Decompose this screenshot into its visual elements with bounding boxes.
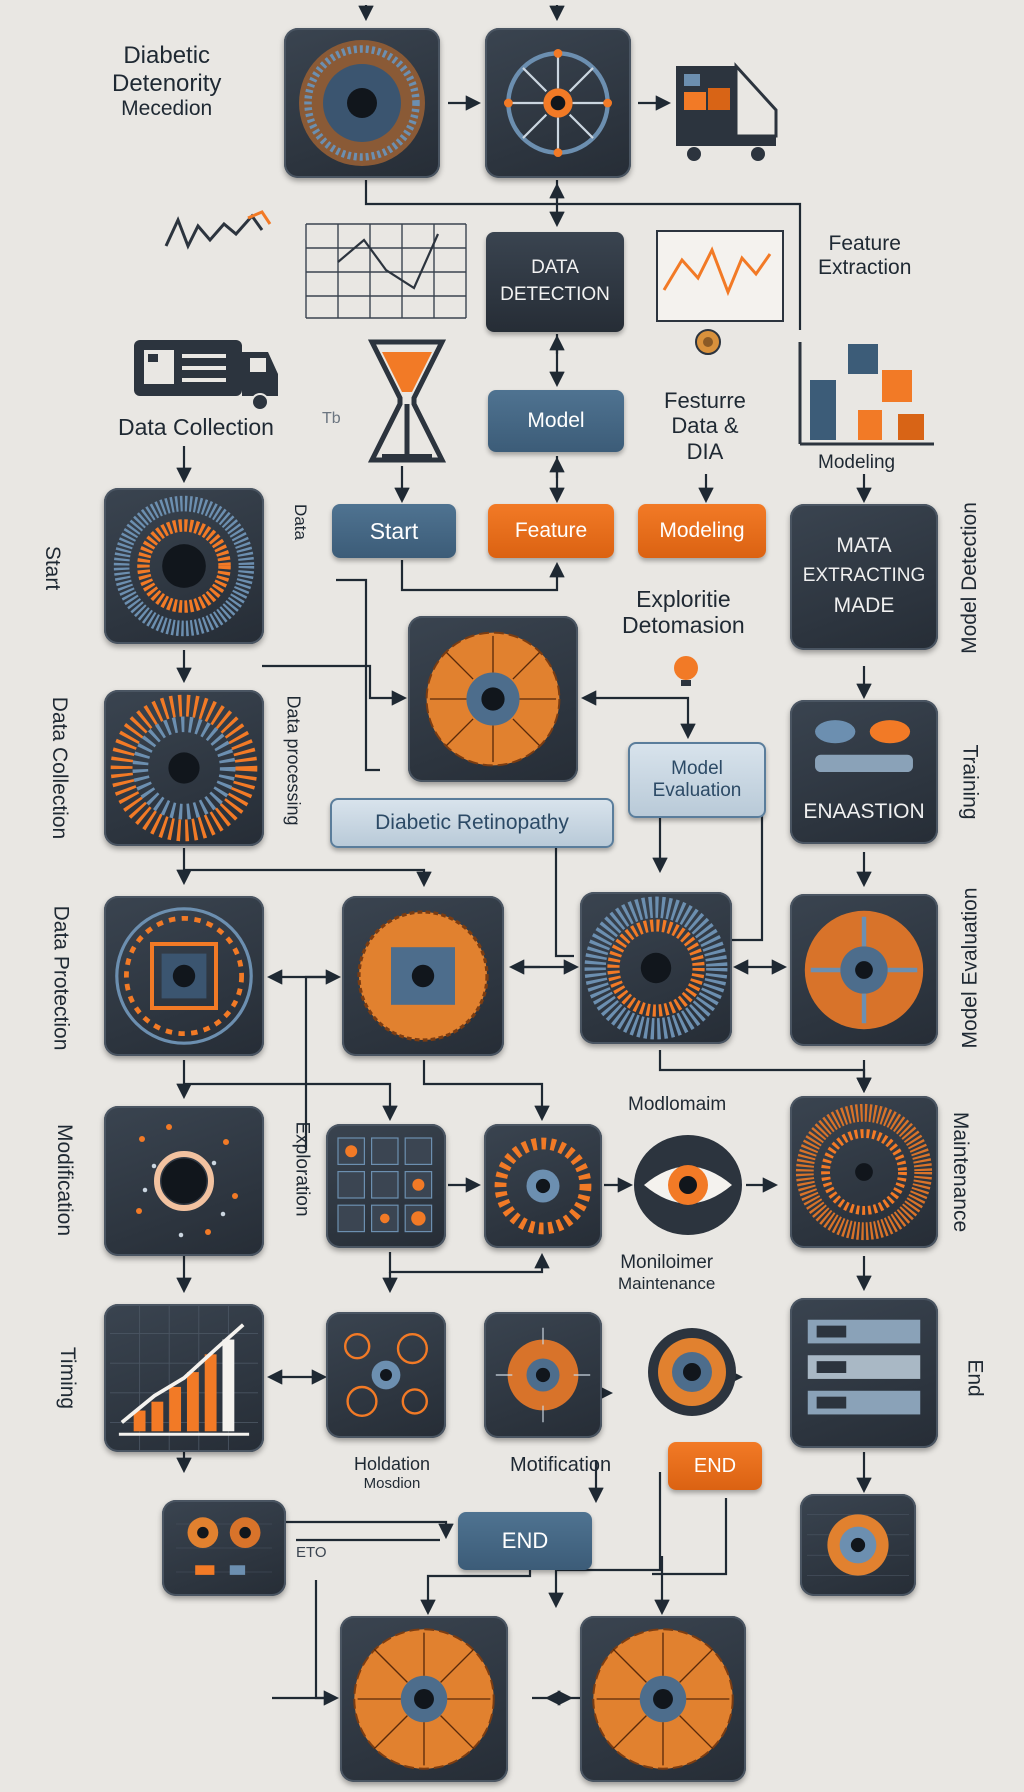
retina-tile-row8-2 [484, 1312, 602, 1438]
monitoring-line-1: Moniloimer [620, 1252, 714, 1273]
feature-extraction-line-1: Feature [828, 232, 901, 255]
modeling-small-label: Modeling [818, 452, 896, 473]
small-note-1: Tb [322, 410, 341, 427]
retina-tile-end-small [800, 1494, 916, 1596]
grid-tile-modification [326, 1124, 446, 1248]
start-button[interactable]: Start [332, 504, 456, 558]
retina-tile-top-2 [485, 28, 631, 178]
motification-label: Motification [510, 1454, 612, 1476]
iris-icon [648, 1328, 736, 1416]
truck-icon [676, 62, 778, 161]
retina-tile-collection [104, 690, 264, 846]
modeling-button[interactable]: Modeling [638, 504, 766, 558]
data-detection-line-1: DATA [531, 257, 579, 279]
retina-tile-row8-1 [326, 1312, 446, 1438]
model-button-top[interactable]: Model [488, 390, 624, 452]
retina-tile-eval-1 [580, 892, 732, 1044]
retina-tile-bottom-1 [340, 1616, 508, 1782]
monitoring-line-2: Maintenance [618, 1273, 716, 1293]
vertical-label-modification: Modification [53, 1123, 77, 1237]
retina-tile-protection-2 [342, 896, 504, 1056]
coin-icon [695, 329, 721, 355]
end-button-orange[interactable]: END [668, 1442, 762, 1490]
model-evaluation-button[interactable]: Model Evaluation [628, 742, 766, 818]
feature-button[interactable]: Feature [488, 504, 614, 558]
retina-tile-modification-2 [484, 1124, 602, 1248]
retina-tile-bottom-2 [580, 1616, 746, 1782]
sketch-graph-icon [164, 210, 272, 250]
lightbulb-icon [674, 656, 698, 686]
holdion-line-1: Holdation [354, 1454, 431, 1474]
vertical-label-model-detection: Model Detection [957, 502, 981, 654]
small-note-2: ETO [296, 1544, 327, 1561]
retina-tile-eval-2 [790, 894, 938, 1046]
bar-chart-tile [104, 1304, 264, 1452]
line-chart-icon [656, 230, 784, 322]
data-detection-line-2: DETECTION [500, 284, 610, 305]
retina-tile-modification [104, 1106, 264, 1256]
vertical-label-timing: Timing [56, 1346, 80, 1410]
exploratory-line-2: Detomasion [622, 612, 745, 639]
server-tile [790, 1298, 938, 1448]
vertical-label-end: End [963, 1359, 987, 1397]
diagram-title: Diabetic Detenority Mecedion [112, 42, 221, 121]
diabetic-retinopathy-button[interactable]: Diabetic Retinopathy [330, 798, 614, 848]
model-evaluation-line-1: Model [671, 758, 723, 779]
hourglass-icon [368, 339, 446, 463]
vertical-label-maintenance: Maintenance [949, 1111, 973, 1233]
feature-data-line-3: DIA [686, 438, 724, 464]
mata-line-3: MADE [833, 594, 895, 617]
feature-data-label: Festurre Data & DIA [664, 388, 746, 464]
van-icon [134, 340, 278, 411]
vertical-label-training: Training [958, 744, 982, 820]
end-button-blue[interactable]: END [458, 1512, 592, 1570]
mata-line-1: MATA [836, 534, 892, 557]
feature-extraction-label: Feature Extraction [818, 232, 911, 280]
vertical-label-start: Start [41, 545, 65, 591]
enaastion-box[interactable]: ENAASTION [790, 700, 938, 844]
monitoring-label: Moniloimer Maintenance [618, 1252, 715, 1293]
enaastion-label: ENAASTION [803, 800, 925, 823]
modl-label: Modlomaim [628, 1094, 727, 1115]
vertical-label-data-top: Data [290, 504, 310, 540]
data-collection-label: Data Collection [118, 414, 274, 440]
retina-tile-top-1 [284, 28, 440, 178]
feature-data-line-1: Festurre [664, 388, 746, 413]
retina-tile-maintenance [790, 1096, 938, 1248]
bar-chart-icon [798, 342, 934, 446]
eye-icon [634, 1135, 742, 1235]
title-line-3: Mecedion [121, 97, 213, 121]
vertical-label-data-collection: Data Collection [48, 696, 72, 840]
holdion-label: Holdation Mosdion [354, 1454, 430, 1492]
vertical-label-data-protection: Data Protection [49, 905, 73, 1051]
mata-line-2: EXTRACTING [802, 564, 926, 586]
retina-tile-start [104, 488, 264, 644]
exploratory-label: Exploritie Detomasion [622, 586, 745, 639]
title-line-1: Diabetic [123, 42, 211, 69]
vertical-label-exploration: Exploration [291, 1121, 313, 1217]
title-line-2: Detenority [112, 69, 222, 97]
data-detection-box[interactable]: DATA DETECTION [486, 232, 624, 332]
retina-pair-tile [162, 1500, 286, 1596]
retina-tile-protection [104, 896, 264, 1056]
model-evaluation-line-2: Evaluation [652, 780, 742, 801]
vertical-label-data-processing: Data processing [283, 695, 304, 826]
feature-extraction-line-2: Extraction [818, 256, 912, 280]
vertical-label-model-evaluation: Model Evaluation [958, 887, 982, 1049]
feature-data-line-2: Data & [671, 413, 739, 439]
mata-extracting-box[interactable]: MATA EXTRACTING MADE [790, 504, 938, 650]
holdion-line-2: Mosdion [363, 1474, 421, 1492]
grid-chart-icon [305, 223, 467, 319]
retina-tile-center [408, 616, 578, 782]
exploratory-line-1: Exploritie [636, 586, 731, 612]
